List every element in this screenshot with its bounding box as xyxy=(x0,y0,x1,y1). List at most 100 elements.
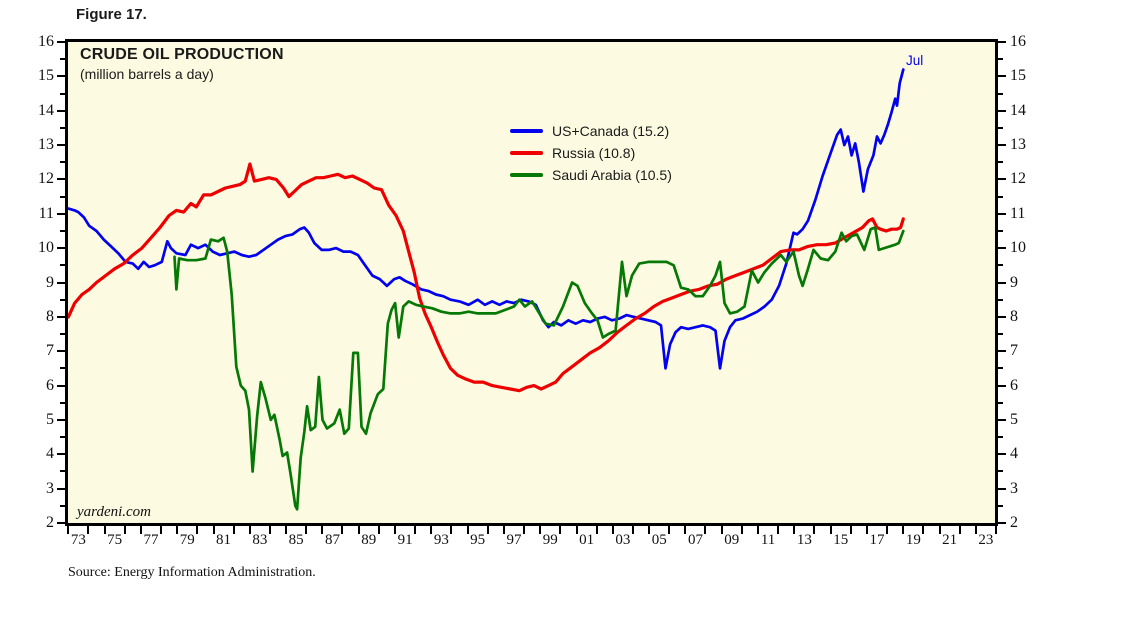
x-axis-label: 79 xyxy=(179,532,195,548)
y-axis-major-tick xyxy=(57,41,65,43)
y-axis-major-tick xyxy=(998,41,1006,43)
y-axis-label: 8 xyxy=(46,307,54,325)
y-axis-major-tick xyxy=(57,522,65,524)
x-axis-label: 15 xyxy=(833,532,849,548)
chart-series-canvas xyxy=(68,68,905,511)
y-axis-minor-tick xyxy=(60,195,65,198)
x-axis-tick xyxy=(394,526,397,534)
chart-legend: US+Canada (15.2) Russia (10.8) Saudi Arabi… xyxy=(510,120,672,186)
x-axis-tick xyxy=(139,526,142,534)
y-axis-major-tick xyxy=(998,315,1006,318)
figure-label: Figure 17. xyxy=(76,6,147,23)
y-axis-label: 5 xyxy=(1010,410,1018,428)
x-axis-tick xyxy=(958,526,961,534)
y-axis-minor-tick xyxy=(998,161,1003,164)
y-axis-label: 11 xyxy=(1010,204,1026,222)
x-axis-label: 97 xyxy=(506,532,522,548)
y-axis-minor-tick xyxy=(60,367,65,370)
x-axis-label: 11 xyxy=(760,532,776,548)
x-axis-tick xyxy=(87,526,90,534)
y-axis-major-tick xyxy=(998,453,1006,456)
y-axis-minor-tick xyxy=(60,436,65,439)
source-note: Source: Energy Information Administratio… xyxy=(68,565,316,580)
x-axis-label: 77 xyxy=(143,532,159,548)
x-axis-tick xyxy=(740,526,743,534)
y-axis-label: 2 xyxy=(1010,514,1018,531)
y-axis-label: 7 xyxy=(1010,342,1018,360)
x-axis-label: 07 xyxy=(687,532,703,548)
x-axis-tick xyxy=(450,526,453,534)
y-axis-label: 6 xyxy=(1010,376,1018,394)
y-axis-minor-tick xyxy=(60,470,65,473)
y-axis-label: 14 xyxy=(1010,101,1026,119)
x-axis-label: 73 xyxy=(70,532,86,548)
x-axis-label: 03 xyxy=(615,532,631,548)
chart-subtitle: (million barrels a day) xyxy=(80,66,214,82)
x-axis-label: 17 xyxy=(869,532,885,548)
y-axis-label: 4 xyxy=(46,445,54,463)
legend-item: Russia (10.8) xyxy=(510,142,672,164)
y-axis-minor-tick xyxy=(998,436,1003,439)
y-axis-minor-tick xyxy=(998,58,1003,61)
x-axis-tick xyxy=(67,526,70,534)
x-axis-tick xyxy=(196,526,199,534)
y-axis-minor-tick xyxy=(998,333,1003,336)
x-axis-tick xyxy=(268,526,271,534)
y-axis-minor-tick xyxy=(998,504,1003,507)
y-axis-label: 5 xyxy=(46,410,54,428)
x-axis-label: 85 xyxy=(288,532,304,548)
y-axis-major-tick xyxy=(57,281,65,284)
x-axis-tick xyxy=(757,526,760,534)
y-axis-label: 3 xyxy=(46,479,54,497)
y-axis-major-tick xyxy=(57,247,65,250)
x-axis-tick xyxy=(849,526,852,534)
y-axis-label: 15 xyxy=(1010,67,1026,85)
y-axis-minor-tick xyxy=(998,92,1003,95)
x-axis-tick xyxy=(559,526,562,534)
y-axis-minor-tick xyxy=(998,470,1003,473)
y-axis-major-tick xyxy=(998,281,1006,284)
x-axis-tick xyxy=(321,526,324,534)
y-axis-major-tick xyxy=(998,178,1006,181)
x-axis-label: 09 xyxy=(724,532,740,548)
y-axis-minor-tick xyxy=(60,298,65,301)
y-axis-label: 2 xyxy=(46,514,54,531)
x-axis-tick xyxy=(994,526,997,534)
x-axis-label: 81 xyxy=(216,532,232,548)
x-axis-label: 05 xyxy=(651,532,667,548)
y-axis-label: 16 xyxy=(1010,33,1026,50)
x-axis-label: 95 xyxy=(470,532,486,548)
x-axis-tick xyxy=(502,526,505,534)
x-axis-tick xyxy=(886,526,888,534)
y-axis-major-tick xyxy=(57,109,65,112)
x-axis-tick xyxy=(611,526,614,534)
y-axis-minor-tick xyxy=(60,401,65,404)
y-axis-label: 4 xyxy=(1010,445,1018,463)
y-axis-minor-tick xyxy=(60,161,65,164)
x-axis-tick xyxy=(668,526,671,534)
x-axis-tick xyxy=(212,526,215,534)
y-axis-minor-tick xyxy=(998,367,1003,370)
x-axis-tick xyxy=(430,526,433,534)
x-axis-tick xyxy=(777,526,780,534)
x-axis-label: 83 xyxy=(252,532,268,548)
legend-line-swatch xyxy=(510,151,543,155)
y-axis-minor-tick xyxy=(60,58,65,61)
y-axis-minor-tick xyxy=(998,298,1003,301)
x-axis-tick xyxy=(414,526,417,534)
x-axis-tick xyxy=(539,526,542,534)
x-axis-tick xyxy=(305,526,308,534)
x-axis-tick xyxy=(866,526,868,534)
x-axis-tick xyxy=(377,526,380,534)
y-axis-major-tick xyxy=(998,247,1006,250)
x-axis-tick xyxy=(720,526,723,534)
y-axis-minor-tick xyxy=(60,504,65,507)
legend-item: US+Canada (15.2) xyxy=(510,120,672,142)
y-axis-major-tick xyxy=(57,178,65,181)
legend-label: US+Canada (15.2) xyxy=(552,123,670,139)
y-axis-label: 6 xyxy=(46,376,54,394)
y-axis-label: 10 xyxy=(38,239,54,257)
series-line xyxy=(173,226,905,511)
x-axis-label: 91 xyxy=(397,532,413,548)
